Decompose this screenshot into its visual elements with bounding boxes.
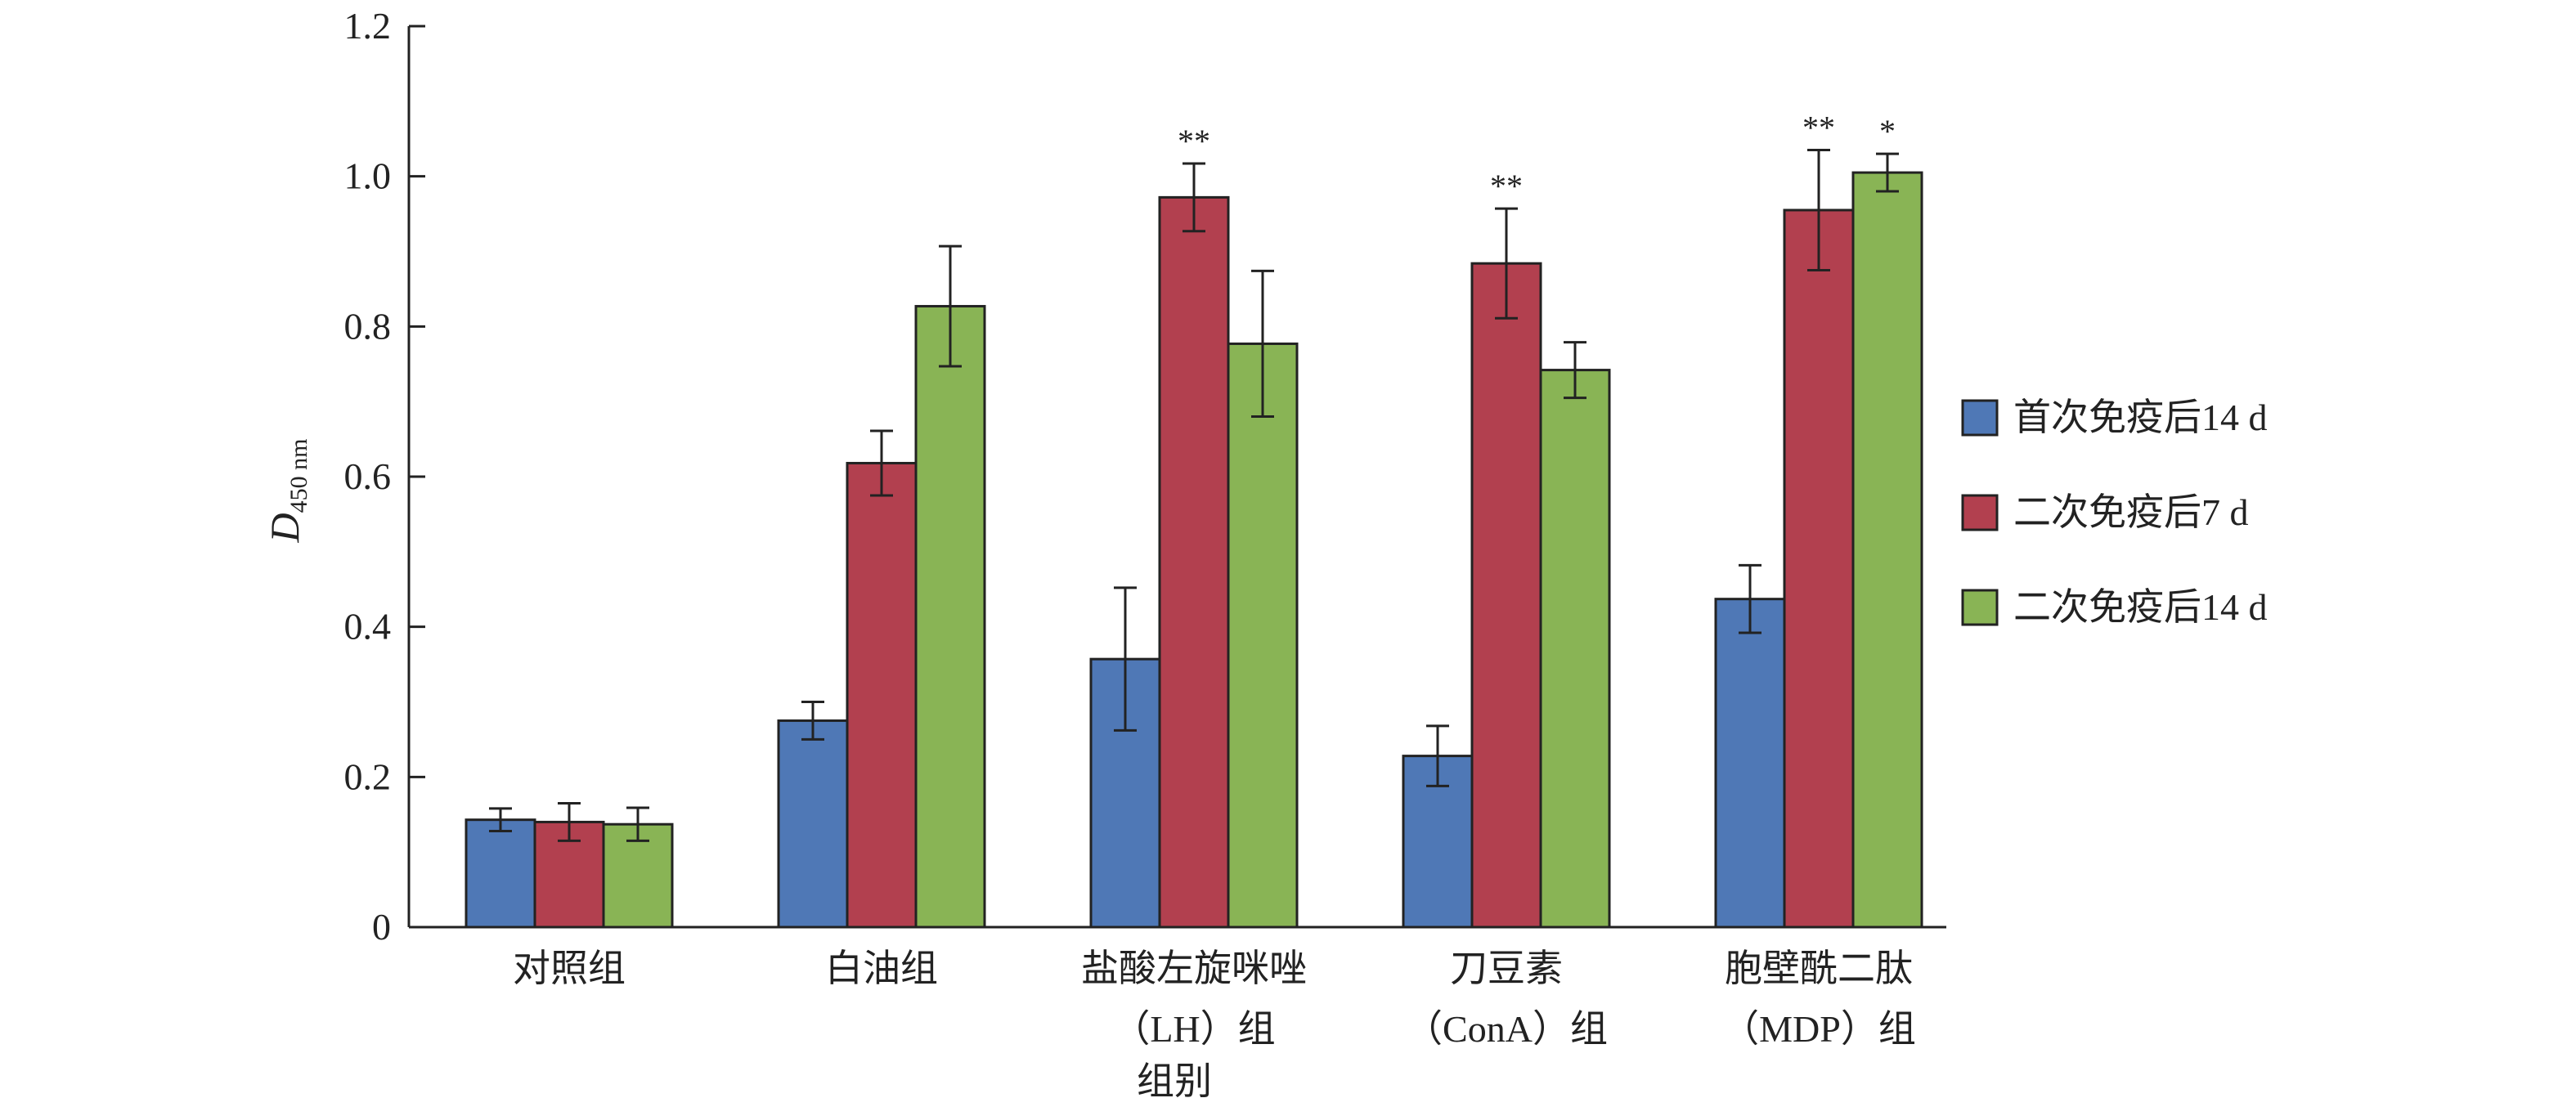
significance-marker: *	[1879, 113, 1896, 150]
significance-marker: **	[1178, 123, 1210, 159]
x-axis-title: 组别	[1137, 1060, 1212, 1102]
bar	[1470, 262, 1542, 929]
bar	[1539, 369, 1611, 929]
bar	[1158, 195, 1230, 929]
legend-swatch	[1961, 399, 1999, 437]
legend-label: 二次免疫后14 d	[2013, 586, 2268, 628]
bar	[1851, 171, 1923, 929]
significance-marker: **	[1802, 110, 1835, 146]
bar	[846, 461, 918, 929]
bar	[777, 719, 849, 929]
x-tick-label: 对照组	[513, 948, 626, 989]
legend-swatch	[1961, 589, 1999, 626]
y-tick-label: 1.0	[344, 155, 392, 197]
x-tick-label: （MDP）组	[1721, 1008, 1916, 1050]
y-axis-title: D450 nm	[262, 439, 312, 544]
bar	[1227, 342, 1299, 929]
legend-swatch	[1961, 494, 1999, 531]
x-tick-label: 白油组	[825, 948, 938, 989]
x-tick-label: （ConA）组	[1405, 1008, 1608, 1050]
bar	[1783, 208, 1855, 929]
y-axis-title-main: D	[262, 513, 307, 543]
y-tick-label: 0.4	[344, 606, 392, 648]
y-tick-label: 0.8	[344, 305, 392, 347]
x-tick-label: 刀豆素	[1450, 948, 1563, 989]
x-tick-labels: 对照组 白油组 盐酸左旋咪唑 （LH）组 刀豆素 （ConA）组 胞壁酰二肽 （MDP）组	[513, 948, 1916, 1050]
y-tick-label: 0.2	[344, 755, 392, 797]
bar	[1714, 598, 1786, 929]
x-tick-label: 盐酸左旋咪唑	[1081, 948, 1307, 989]
legend-label: 二次免疫后7 d	[2013, 491, 2249, 533]
y-axis-title-sub: 450 nm	[285, 439, 312, 513]
y-tick-label: 1.2	[344, 5, 392, 47]
bars: ****** *	[464, 110, 1923, 929]
x-tick-label: 胞壁酰二肽	[1725, 948, 1913, 989]
bar	[464, 818, 536, 929]
legend-label: 首次免疫后14 d	[2013, 397, 2268, 438]
x-tick-label: （LH）组	[1112, 1008, 1275, 1050]
y-tick-label: 0	[372, 906, 391, 948]
y-tick-label: 0.6	[344, 455, 392, 497]
significance-marker: **	[1490, 168, 1523, 204]
bar	[914, 305, 986, 929]
legend: 首次免疫后14 d 二次免疫后7 d 二次免疫后14 d	[1961, 397, 2268, 628]
